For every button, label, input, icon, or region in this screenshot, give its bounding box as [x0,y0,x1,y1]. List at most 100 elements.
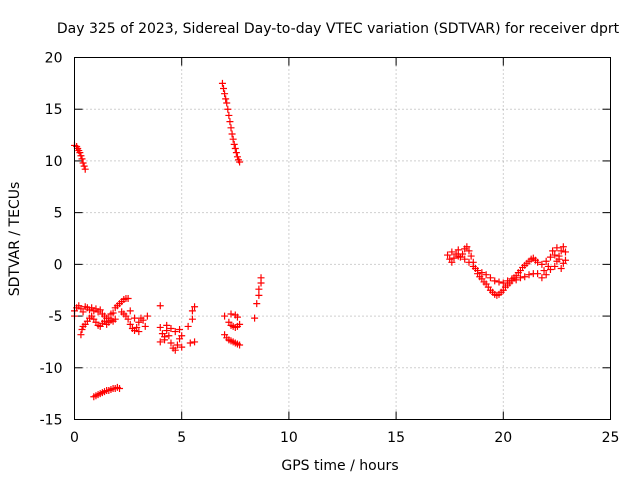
data-point [135,318,143,326]
data-point [221,312,229,320]
data-point [531,256,539,264]
data-point [448,258,456,266]
data-point [124,315,132,323]
data-point [559,243,567,251]
data-point [231,145,239,153]
data-point [191,338,199,346]
data-point [255,291,263,299]
data-point [461,255,469,263]
data-point [135,328,143,336]
data-point [171,346,179,354]
data-point [191,303,199,311]
data-point [253,300,261,308]
data-point [96,306,104,314]
data-point [163,321,171,329]
data-point [131,314,139,322]
data-point [557,247,565,255]
data-point [133,323,141,331]
data-point [167,324,175,332]
data-point [557,264,565,272]
data-point [156,338,164,346]
data-point [551,262,559,270]
data-point [561,248,569,256]
data-point [224,105,232,113]
data-point [184,322,192,330]
data-point [521,273,529,281]
data-point [478,269,486,277]
y-tick-label: -10 [40,361,63,377]
data-point [233,153,241,161]
data-point [222,95,230,103]
chart-title: Day 325 of 2023, Sidereal Day-to-day VTE… [57,21,620,37]
data-point [80,162,88,170]
data-point [232,149,240,157]
x-tick-label: 10 [280,430,298,446]
data-point [171,328,179,336]
data-point [561,256,569,264]
data-point [79,159,87,167]
data-point [173,341,181,349]
data-point [467,252,475,260]
data-point [227,310,235,318]
data-point [178,332,186,340]
data-point [546,253,554,261]
data-point [176,326,184,334]
data-point [143,312,151,320]
data-point [542,257,550,265]
data-point [444,251,452,259]
data-point [540,267,548,275]
x-tick-label: 20 [494,430,512,446]
data-point [499,279,507,287]
data-point [469,262,477,270]
data-point [218,79,226,87]
data-point [448,248,456,256]
data-point [111,315,119,323]
data-point [508,275,516,283]
plot-frame [74,57,611,420]
data-point [186,339,194,347]
data-point [459,250,467,258]
data-point [165,332,173,340]
data-point [76,149,84,157]
data-point [116,384,124,392]
data-point [141,322,149,330]
data-point [538,274,546,282]
data-point [77,152,85,160]
data-point [79,308,87,316]
data-point [525,271,533,279]
y-tick-label: -5 [49,309,63,325]
data-point [229,135,237,143]
x-tick-label: 25 [602,430,620,446]
data-point [126,320,134,328]
data-point [226,118,234,126]
data-point [474,267,482,275]
data-point [225,111,233,119]
data-points [71,79,569,401]
data-point [81,165,89,173]
x-tick-label: 5 [177,430,186,446]
data-point [534,270,542,278]
data-point [221,90,229,98]
data-point [516,274,524,282]
data-point [450,254,458,262]
data-point [220,85,228,93]
y-tick-label: 20 [45,51,63,67]
data-point [236,320,244,328]
data-point [463,243,471,251]
data-point [188,307,196,315]
data-point [454,246,462,254]
data-point [223,99,231,107]
data-point [495,278,503,286]
data-point [161,336,169,344]
x-tick-label: 15 [387,430,405,446]
data-point [257,274,265,282]
data-point [551,251,559,259]
data-point [482,271,490,279]
data-point [105,314,113,322]
data-point [251,314,259,322]
data-point [555,255,563,263]
data-point [78,155,86,163]
data-point [491,277,499,285]
axis-ticks: 0 5 10 15 20 25 -15 -10 -5 0 5 10 15 20 [40,51,620,447]
data-point [549,247,557,255]
